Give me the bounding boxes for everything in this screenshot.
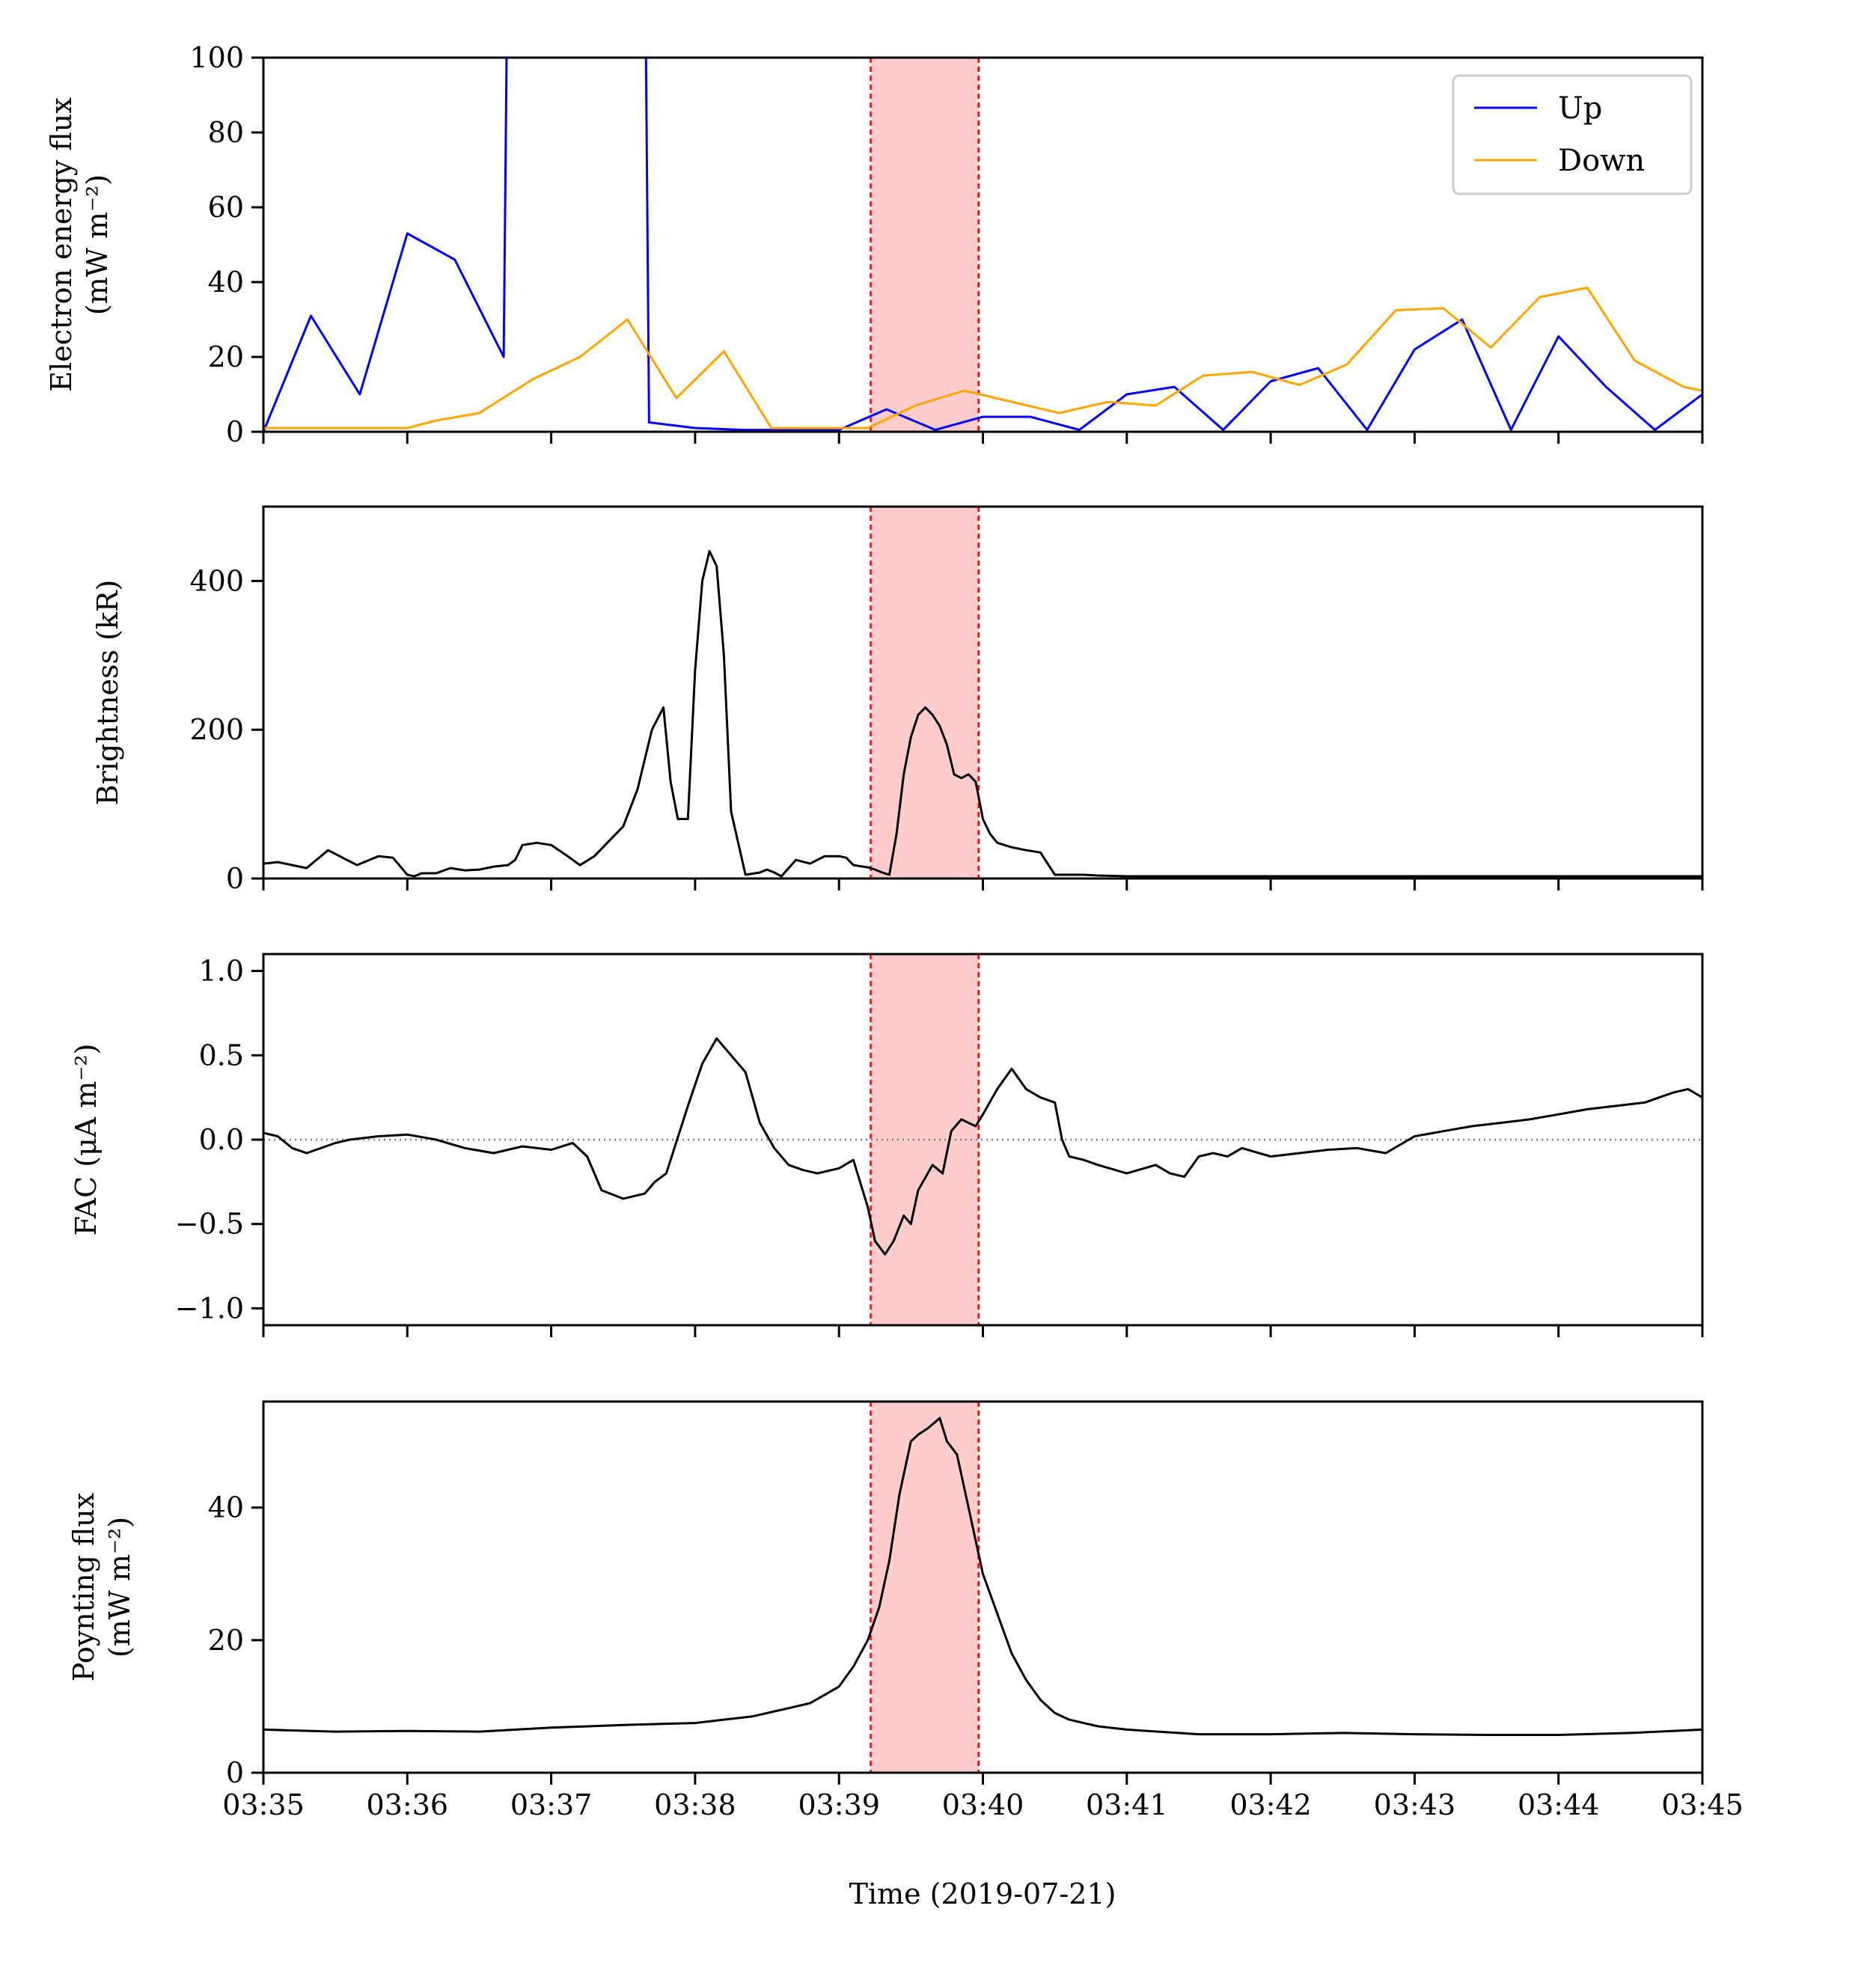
y-tick-label: 0 bbox=[226, 862, 244, 895]
y-tick-label: 80 bbox=[208, 116, 244, 149]
y-tick-label: 0 bbox=[226, 415, 244, 448]
x-tick-label: 03:41 bbox=[1086, 1788, 1168, 1821]
x-tick-label: 03:38 bbox=[654, 1788, 736, 1821]
y-axis-label: (mW m⁻²) bbox=[103, 1517, 136, 1657]
highlight-band bbox=[870, 507, 979, 878]
series-line-poynting-flux bbox=[263, 1417, 1702, 1736]
y-axis-label: Brightness (kR) bbox=[91, 580, 124, 806]
series-line-down bbox=[263, 287, 1702, 430]
y-tick-label: 20 bbox=[208, 340, 244, 373]
brightness-panel: 0 200 400 Brightness (kR) bbox=[91, 505, 1704, 895]
y-axis-label: FAC (μA m⁻²) bbox=[70, 1044, 103, 1236]
series-group bbox=[263, 1417, 1702, 1736]
y-axis-label: Poynting flux bbox=[67, 1493, 100, 1681]
poynting-flux-panel: 03:35 03:36 03:37 03:38 03:39 03:40 03:41 03:42… bbox=[67, 1400, 1744, 1821]
x-tick-label: 03:45 bbox=[1661, 1788, 1744, 1821]
y-tick-label: 400 bbox=[189, 564, 244, 597]
series-line-up bbox=[263, 58, 1702, 432]
y-tick-label: 1.0 bbox=[199, 955, 244, 988]
y-tick-label: −0.5 bbox=[175, 1208, 244, 1241]
y-tick-label: 40 bbox=[208, 266, 244, 299]
series-group bbox=[263, 550, 1702, 878]
legend-label-up: Up bbox=[1558, 91, 1602, 126]
y-axis-label: Electron energy flux bbox=[45, 97, 78, 391]
y-axis-label: (mW m⁻²) bbox=[81, 174, 114, 315]
y-tick-label: 40 bbox=[208, 1491, 244, 1524]
x-tick-label: 03:40 bbox=[942, 1788, 1024, 1821]
fac-panel: −1.0 −0.5 0.0 0.5 1.0 FAC (μA m⁻²) bbox=[70, 953, 1704, 1337]
series-group bbox=[263, 58, 1702, 432]
legend-label-down: Down bbox=[1558, 144, 1645, 178]
x-tick-label: 03:44 bbox=[1518, 1788, 1600, 1821]
y-tick-label: 200 bbox=[189, 713, 244, 746]
x-tick-label: 03:43 bbox=[1374, 1788, 1456, 1821]
x-tick-label: 03:37 bbox=[510, 1788, 593, 1821]
x-tick-label: 03:39 bbox=[798, 1788, 880, 1821]
y-tick-label: 0 bbox=[226, 1756, 244, 1789]
x-axis-label: Time (2019-07-21) bbox=[849, 1877, 1116, 1910]
series-line-fac bbox=[263, 1037, 1702, 1256]
highlight-band bbox=[870, 58, 979, 432]
legend-box bbox=[1452, 74, 1693, 195]
y-tick-label: 20 bbox=[208, 1624, 244, 1657]
electron-flux-panel: 0 20 40 60 80 100 Electron energy flux (mW m⁻²)… bbox=[45, 41, 1704, 448]
legend: Up Down bbox=[1452, 74, 1693, 195]
x-tick-label: 03:35 bbox=[222, 1788, 305, 1821]
highlight-band bbox=[870, 1402, 979, 1773]
series-line-brightness bbox=[263, 550, 1702, 878]
x-tick-label: 03:42 bbox=[1229, 1788, 1312, 1821]
y-tick-label: 60 bbox=[208, 191, 244, 224]
y-tick-label: 100 bbox=[189, 41, 244, 74]
y-tick-label: 0.0 bbox=[199, 1123, 244, 1156]
y-tick-label: 0.5 bbox=[199, 1039, 244, 1072]
y-tick-label: −1.0 bbox=[175, 1292, 244, 1324]
x-tick-label: 03:36 bbox=[367, 1788, 449, 1821]
series-group bbox=[263, 1037, 1702, 1256]
